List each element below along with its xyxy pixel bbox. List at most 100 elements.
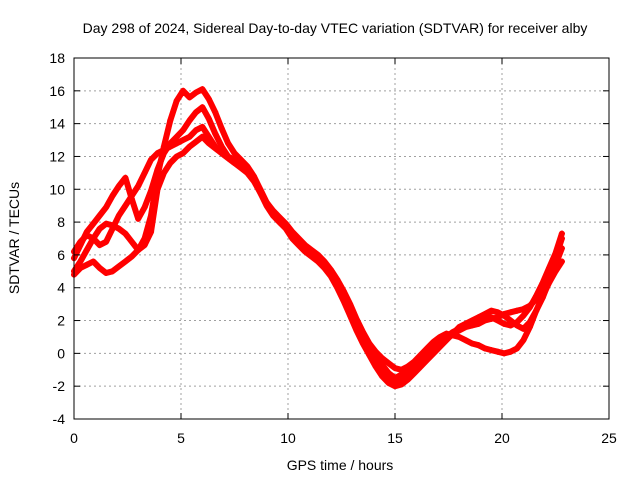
series-track-4-point (507, 348, 514, 355)
series-track-3-point (533, 292, 540, 299)
series-track-4-point (109, 225, 116, 232)
series-track-4-line (71, 123, 565, 373)
series-track-3-point (379, 361, 386, 368)
chart-title: Day 298 of 2024, Sidereal Day-to-day VTE… (83, 20, 588, 36)
series-track-4-point (430, 338, 437, 345)
series-track-3-point (546, 265, 553, 272)
series-track-2-point (128, 238, 135, 245)
series-track-3-point (456, 325, 463, 332)
y-tick-label: 2 (57, 313, 65, 329)
series-track-4-point (488, 347, 495, 354)
series-track-4-point (173, 140, 180, 147)
series-track-4-point (302, 242, 309, 249)
series-track-3-point (526, 304, 533, 311)
series-track-4-point (558, 258, 565, 265)
series-track-3-point (173, 97, 180, 104)
series-track-2-point (96, 225, 103, 232)
series-track-3-point (141, 235, 148, 242)
x-tick-label: 25 (601, 430, 617, 446)
series-track-4-point (513, 345, 520, 352)
series-track-4-point (404, 363, 411, 370)
series-track-3-point (520, 312, 527, 319)
series-track-4-point (501, 350, 508, 357)
series-track-4-point (103, 238, 110, 245)
grid-layer (74, 58, 609, 419)
series-track-4-point (90, 235, 97, 242)
series-track-1-point (90, 220, 97, 227)
series-track-4-point (417, 352, 424, 359)
series-track-4-point (436, 333, 443, 340)
series-track-4-point (141, 169, 148, 176)
series-track-4-point (392, 365, 398, 372)
series-track-3-point (430, 345, 437, 352)
series-track-2-point (103, 220, 110, 227)
series-track-4-point (148, 156, 155, 163)
series-track-4-point (443, 330, 450, 337)
series-track-4-point (192, 127, 199, 134)
series-track-3-point (513, 319, 520, 326)
series-track-4-point (218, 150, 225, 157)
series-track-3-point (539, 279, 546, 286)
series-track-2-point (507, 309, 514, 316)
series-track-4-point (539, 292, 546, 299)
series-track-3-point (192, 89, 199, 96)
series-track-4-point (135, 182, 142, 189)
y-tick-label: 14 (49, 116, 65, 132)
series-track-4-point (122, 202, 129, 209)
series-track-1-point (212, 130, 219, 137)
series-track-4-point (270, 207, 277, 214)
series-track-3-point (385, 370, 392, 377)
series-track-3-point (122, 258, 129, 265)
series-track-4-point (546, 279, 553, 286)
x-tick-label: 10 (280, 430, 296, 446)
series-track-3-point (417, 358, 424, 365)
series-track-4-point (353, 315, 360, 322)
series-track-2-point (167, 160, 174, 167)
y-tick-label: 10 (49, 181, 65, 197)
y-tick-label: 12 (49, 148, 65, 164)
series-track-4-point (96, 242, 103, 249)
series-track-4-point (340, 288, 347, 295)
series-track-4-point (385, 360, 392, 367)
series-track-4-point (295, 235, 302, 242)
y-tick-label: -2 (53, 378, 66, 394)
series-track-4-point (180, 137, 187, 144)
series-track-1-point (103, 204, 110, 211)
series-track-3-point (148, 212, 155, 219)
series-track-4-point (308, 246, 315, 253)
series-track-3-point (115, 263, 122, 270)
series-track-1-point (218, 143, 225, 150)
y-tick-label: 4 (57, 280, 65, 296)
series-track-3-point (109, 268, 116, 275)
series-track-2-point (186, 143, 193, 150)
series-track-3-point (199, 86, 206, 93)
series-track-4-point (359, 329, 366, 336)
series-track-1-point (135, 215, 142, 222)
series-track-3-point (488, 314, 495, 321)
series-track-2-point (192, 138, 199, 145)
series-track-2-point (122, 230, 129, 237)
series-track-3-point (552, 250, 559, 257)
x-tick-label: 0 (70, 430, 78, 446)
series-track-3-point (558, 230, 565, 237)
series-track-4-point (372, 348, 379, 355)
y-tick-label: 18 (49, 50, 65, 66)
y-tick-label: 8 (57, 214, 65, 230)
series-track-3-point (186, 94, 193, 101)
series-track-3-point (205, 96, 212, 103)
series-track-3-point (475, 315, 482, 322)
series-track-4-point (475, 342, 482, 349)
series-track-4-point (244, 168, 251, 175)
series-track-4-point (449, 332, 456, 339)
series-track-4-point (456, 333, 463, 340)
series-track-3-point (469, 319, 476, 326)
series-track-3-point (180, 87, 187, 94)
series-track-4-point (154, 150, 161, 157)
series-track-1-point (488, 307, 495, 314)
series-track-2-point (173, 153, 180, 160)
series-track-2-point (501, 310, 508, 317)
series-track-4-point (520, 337, 527, 344)
series-track-4-point (366, 340, 373, 347)
series-track-1-point (192, 109, 199, 116)
